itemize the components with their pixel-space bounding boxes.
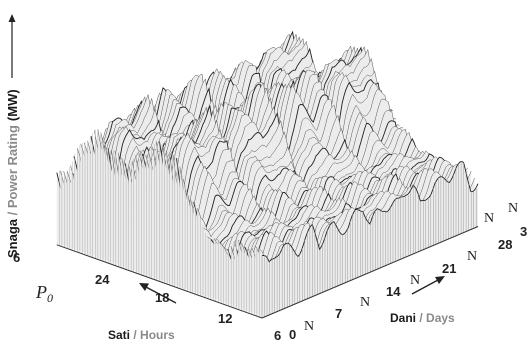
days-tick-label: 14 bbox=[386, 284, 401, 299]
weekday-marker: N bbox=[484, 211, 494, 226]
days-axis-label-secondary: Days bbox=[426, 311, 455, 325]
y-axis-unit: (MW) bbox=[5, 89, 20, 121]
hours-axis-baseline bbox=[56, 244, 263, 319]
weekday-marker: N bbox=[360, 295, 370, 310]
hours-tick-label: 24 bbox=[95, 272, 110, 287]
y-axis-label-secondary: Power Rating bbox=[5, 125, 20, 208]
days-tick-label: 21 bbox=[442, 261, 456, 276]
days-axis-arrow-line bbox=[411, 279, 439, 295]
weekday-marker: N bbox=[508, 201, 518, 216]
y-axis-arrow-head bbox=[8, 14, 16, 22]
hours-tick-label: 12 bbox=[218, 311, 232, 326]
p0-label: P0 bbox=[35, 282, 53, 305]
days-tick-label: 0 bbox=[289, 327, 296, 342]
weekday-marker: N bbox=[410, 273, 420, 288]
days-tick-label: 3 bbox=[520, 224, 527, 239]
corner-tick: 6 bbox=[13, 250, 20, 265]
hours-axis-separator: / bbox=[130, 328, 140, 342]
y-axis-title: Snaga / Power Rating (MW) bbox=[5, 89, 20, 258]
surface-plot bbox=[56, 30, 479, 319]
days-axis-separator: / bbox=[416, 311, 426, 325]
surface-contour-line bbox=[261, 161, 479, 263]
days-axis-label-primary: Dani bbox=[390, 311, 416, 325]
days-axis-title: Dani / Days bbox=[390, 311, 455, 325]
weekday-marker: N bbox=[304, 319, 314, 334]
hours-axis-title: Sati / Hours bbox=[108, 328, 175, 342]
hours-axis-arrow-line bbox=[145, 286, 177, 304]
y-axis-label-primary: Snaga bbox=[5, 218, 20, 258]
hours-axis-label-secondary: Hours bbox=[140, 328, 175, 342]
p0-subscript: 0 bbox=[47, 291, 53, 305]
days-axis-baseline bbox=[261, 226, 479, 319]
weekday-marker: N bbox=[467, 249, 477, 264]
p0-letter: P bbox=[35, 282, 47, 302]
y-axis-separator: / bbox=[5, 208, 20, 219]
hours-tick-label: 6 bbox=[274, 328, 281, 343]
days-tick-label: 7 bbox=[335, 306, 342, 321]
hours-axis-label-primary: Sati bbox=[108, 328, 130, 342]
hours-axis-arrow-head bbox=[139, 283, 149, 291]
svg-text:Snaga / Power Rating(MW): Snaga / Power Rating (MW) bbox=[5, 89, 20, 258]
days-axis-arrow-head bbox=[435, 276, 445, 284]
days-tick-label: 28 bbox=[498, 237, 512, 252]
days-axis-ticks: 0 7 14 21 28 3 bbox=[289, 224, 527, 342]
